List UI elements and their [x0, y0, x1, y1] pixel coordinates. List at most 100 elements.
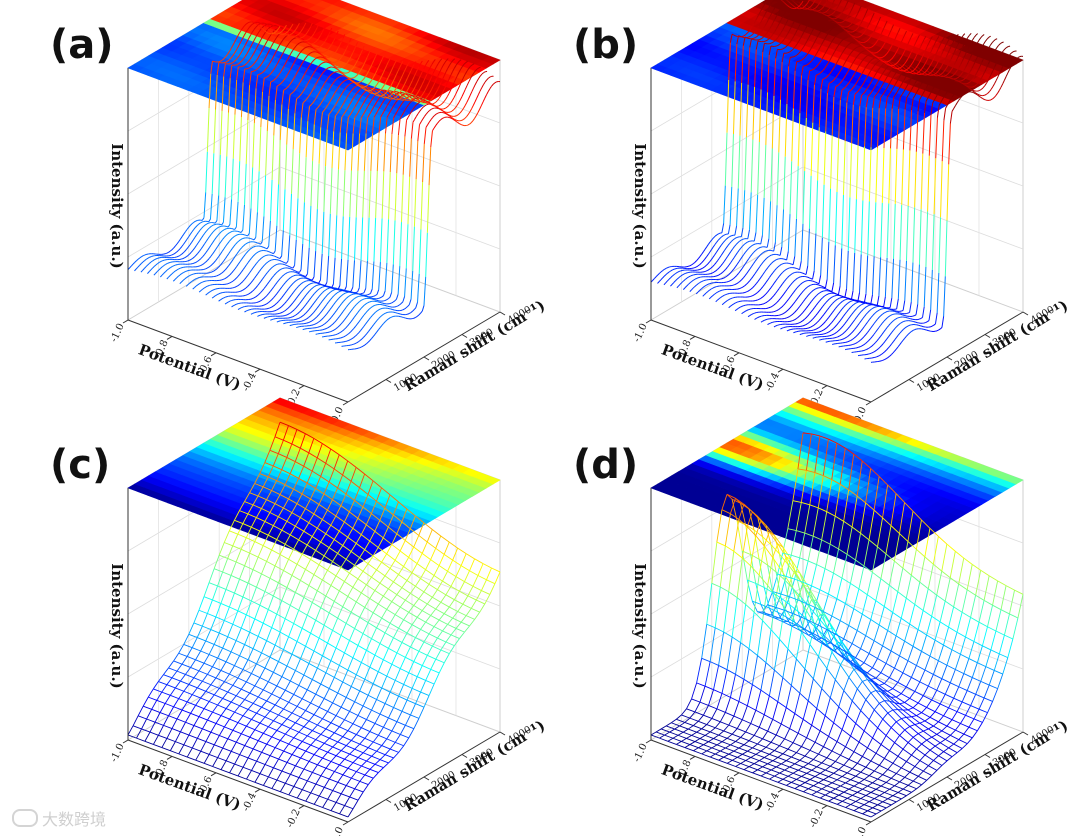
- spectrum-line: [307, 290, 310, 294]
- spectrum-line: [873, 342, 876, 345]
- spectrum-line: [862, 326, 865, 330]
- spectrum-line: [315, 281, 318, 284]
- spectrum-line: [852, 337, 855, 340]
- spectrum-line: [449, 115, 452, 118]
- spectrum-line: [284, 309, 287, 312]
- spectrum-line: [271, 275, 275, 278]
- spectrum-line: [381, 110, 385, 115]
- spectrum-line: [341, 301, 344, 305]
- z-axis-title: Intensity (a.u.): [108, 143, 126, 269]
- spectrum-line: [980, 35, 983, 39]
- spectrum-line: [412, 106, 416, 110]
- spectrum-line: [423, 77, 426, 82]
- spectrum-line: [403, 99, 406, 101]
- spectrum-line: [209, 271, 213, 274]
- spectrum-line: [279, 255, 283, 259]
- spectrum-line: [293, 281, 296, 284]
- spectrum-line: [374, 304, 377, 307]
- spectrum-line: [255, 285, 258, 289]
- spectrum-line: [451, 116, 454, 119]
- spectrum-line: [989, 99, 992, 101]
- spectrum-line: [284, 301, 287, 304]
- spectrum-line: [367, 340, 371, 343]
- spectrum-line: [847, 326, 851, 330]
- spectrum-line: [264, 254, 267, 257]
- spectrum-line: [341, 336, 344, 338]
- spectrum-line: [370, 92, 373, 95]
- spectrum-line: [901, 310, 904, 312]
- spectrum-line: [324, 303, 328, 307]
- spectrum-line: [481, 72, 485, 75]
- spectrum-line: [458, 112, 461, 115]
- spectrum-line: [409, 99, 412, 101]
- spectrum-line: [978, 37, 982, 41]
- spectrum-line: [300, 299, 304, 302]
- spectrum-line: [301, 281, 304, 284]
- spectrum-line: [352, 117, 356, 134]
- spectrum-line: [450, 60, 454, 63]
- spectrum-line: [352, 306, 355, 309]
- spectrum-line: [850, 321, 854, 325]
- spectrum-line: [325, 288, 328, 291]
- heatmap-cell: [266, 0, 277, 3]
- spectrum-line: [320, 292, 323, 295]
- spectrum-line: [402, 296, 406, 302]
- spectrum-line: [443, 98, 447, 102]
- spectrum-line: [295, 270, 298, 273]
- spectrum-line: [479, 105, 482, 110]
- spectrum-line: [341, 293, 344, 296]
- spectrum-line: [312, 293, 315, 297]
- spectrum-line: [389, 302, 392, 305]
- spectrum-line: [995, 38, 998, 40]
- spectrum-line: [224, 267, 228, 271]
- spectrum-line: [422, 116, 425, 120]
- spectrum-line: [253, 287, 257, 291]
- spectrum-line: [303, 319, 306, 321]
- spectrum-line: [338, 290, 341, 293]
- spectrum-line: [218, 299, 221, 302]
- spectrum-line: [375, 310, 378, 313]
- spectrum-line: [370, 288, 373, 294]
- spectrum-line: [484, 79, 488, 83]
- spectrum-line: [443, 110, 446, 113]
- spectrum-line: [264, 295, 268, 298]
- spectrum-line: [352, 297, 356, 300]
- spectrum-line: [437, 71, 441, 76]
- spectrum-line: [983, 98, 987, 101]
- spectrum-line: [411, 108, 414, 112]
- spectrum-line: [473, 70, 476, 74]
- spectrum-line: [284, 264, 287, 266]
- spectrum-line: [474, 115, 477, 119]
- spectrum-line: [381, 313, 385, 316]
- spectrum-line: [320, 283, 323, 286]
- spectrum-line: [328, 291, 331, 294]
- spectrum-line: [234, 303, 237, 306]
- spectrum-line: [370, 97, 374, 101]
- spectrum-line: [277, 307, 280, 310]
- spectrum-line: [270, 319, 273, 321]
- spectrum-line: [869, 352, 872, 355]
- gridline: [127, 166, 501, 258]
- spectrum-line: [419, 108, 422, 112]
- spectrum-line: [884, 338, 888, 342]
- spectrum-line: [294, 279, 298, 282]
- spectrum-line: [244, 310, 247, 313]
- spectrum-line: [866, 340, 870, 343]
- spectrum-line: [239, 282, 242, 285]
- spectrum-line: [356, 112, 359, 116]
- spectrum-line: [355, 312, 358, 316]
- spectrum-line: [858, 346, 861, 348]
- spectrum-line: [252, 70, 255, 72]
- spectrum-line: [307, 283, 311, 286]
- spectrum-line: [431, 72, 434, 77]
- spectrum-line: [897, 344, 901, 348]
- spectrum-line: [417, 124, 421, 142]
- spectrum-line: [229, 281, 232, 284]
- spectrum-line: [902, 337, 906, 341]
- spectrum-line: [237, 273, 241, 277]
- spectrum-line: [226, 301, 229, 304]
- spectrum-line: [422, 99, 425, 102]
- spectrum-line: [476, 94, 479, 99]
- spectrum-line: [269, 288, 273, 292]
